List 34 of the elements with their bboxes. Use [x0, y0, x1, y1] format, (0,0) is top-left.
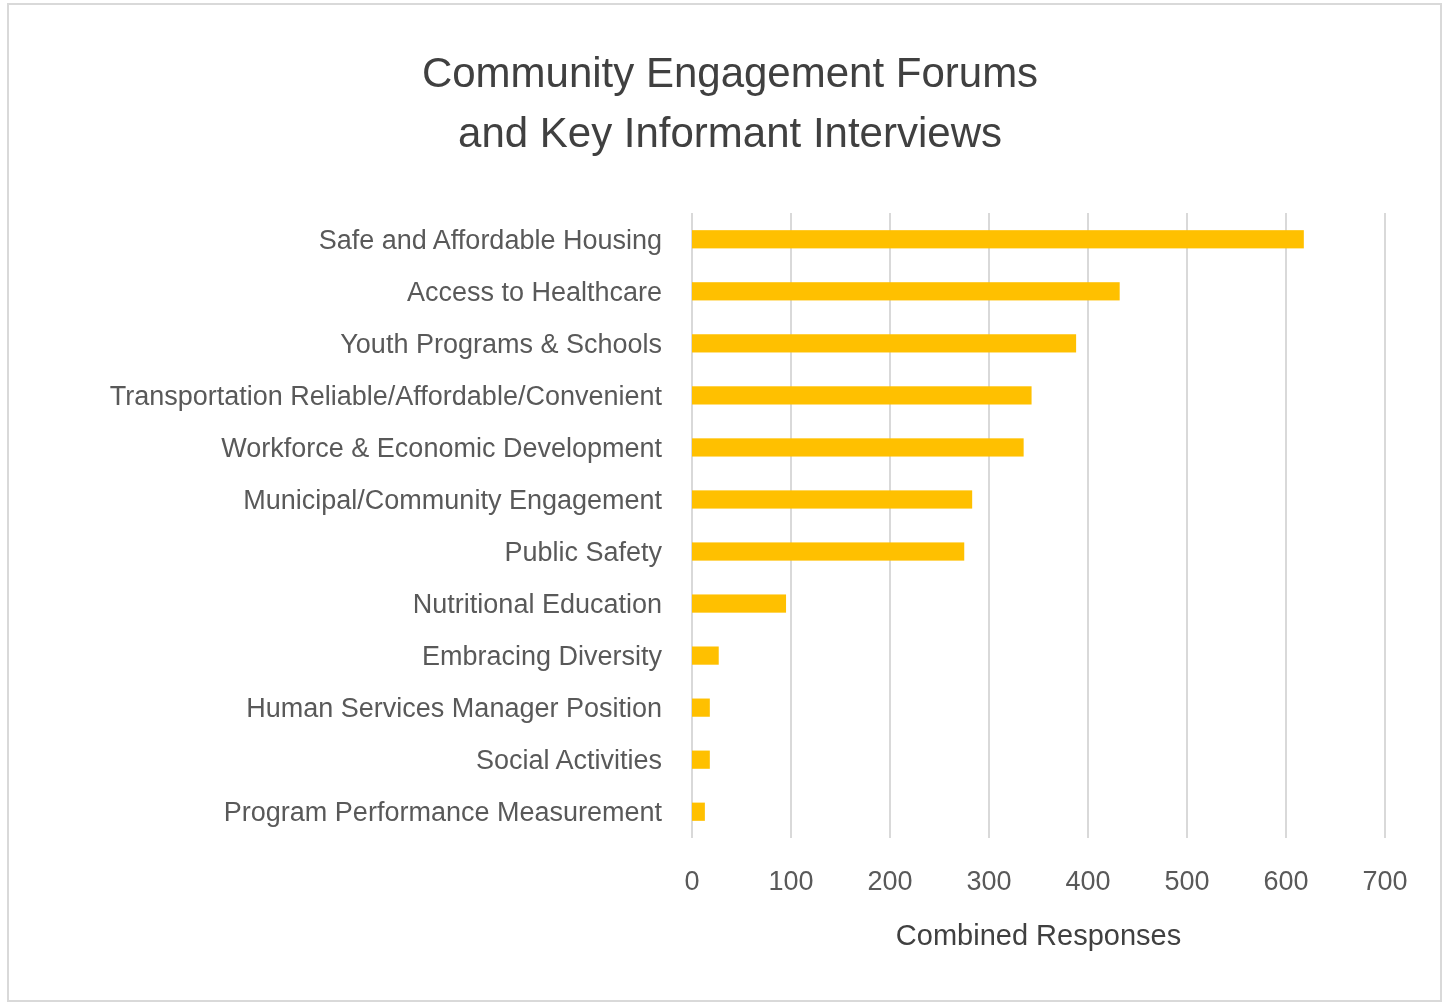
chart-title: Community Engagement Forums and Key Informant Interviews [421, 49, 1039, 156]
x-tick-label: 400 [1065, 866, 1111, 896]
y-tick-label: Access to Healthcare [406, 276, 662, 307]
bar [692, 646, 719, 665]
bar [692, 594, 787, 613]
bar [692, 698, 710, 717]
y-tick-label: Safe and Affordable Housing [318, 224, 662, 255]
x-tick-label: 700 [1362, 866, 1408, 896]
y-tick-label: Youth Programs & Schools [340, 328, 662, 359]
x-tick-label: 300 [966, 866, 1012, 896]
x-tick-label: 600 [1263, 866, 1309, 896]
x-tick-label: 500 [1164, 866, 1210, 896]
y-tick-label: Nutritional Education [412, 589, 662, 620]
bar [692, 542, 965, 561]
y-tick-label: Workforce & Economic Development [221, 432, 663, 463]
bar [692, 490, 973, 509]
y-tick-label: Public Safety [504, 536, 663, 567]
y-tick-label: Transportation Reliable/Affordable/Convenient [109, 380, 663, 411]
bar [692, 282, 1120, 301]
y-tick-label: Human Services Manager Position [246, 693, 662, 724]
bar [692, 802, 705, 821]
x-tick-label: 100 [768, 866, 814, 896]
y-tick-label: Program Performance Measurement [223, 797, 663, 828]
bar [692, 386, 1032, 405]
x-tick-label: 0 [684, 866, 700, 896]
x-tick-label: 200 [867, 866, 913, 896]
bar [692, 750, 710, 769]
x-axis-title: Combined Responses [895, 919, 1182, 951]
bar [692, 334, 1077, 353]
y-tick-label: Embracing Diversity [421, 641, 663, 672]
y-tick-label: Social Activities [475, 745, 662, 776]
bar [692, 438, 1024, 457]
y-tick-label: Municipal/Community Engagement [243, 484, 663, 515]
bar [692, 230, 1304, 249]
